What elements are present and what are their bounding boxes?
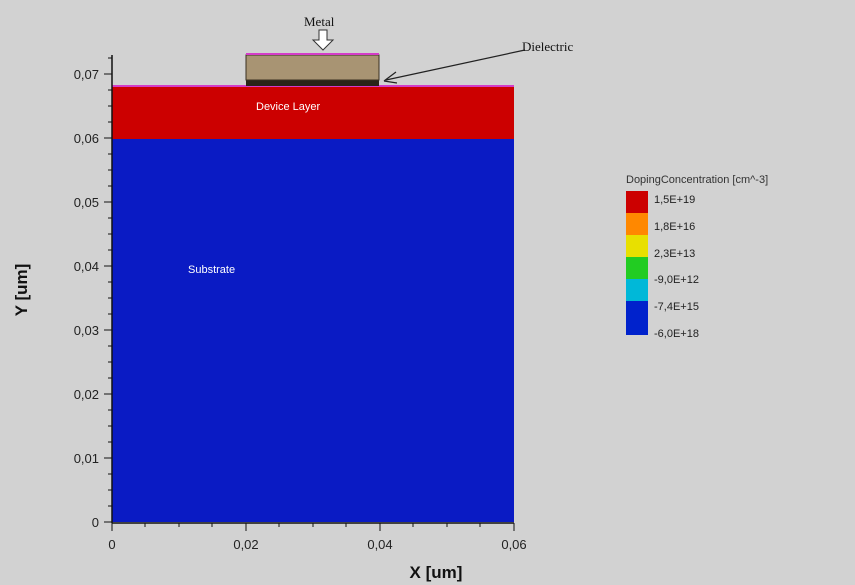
metal-arrow-icon bbox=[311, 29, 335, 51]
legend-tick-label: -6,0E+18 bbox=[654, 328, 699, 340]
legend-swatch-6 bbox=[626, 301, 648, 335]
dielectric-region bbox=[246, 80, 379, 86]
legend-swatch-1 bbox=[626, 191, 648, 213]
doping-legend: DopingConcentration [cm^-3] 1,5E+19 1,8E… bbox=[626, 174, 768, 340]
y-tick-label: 0,02 bbox=[74, 387, 99, 402]
legend-tick-label: 2,3E+13 bbox=[654, 248, 695, 260]
dielectric-arrow-head-icon bbox=[383, 71, 398, 84]
substrate-region bbox=[112, 139, 514, 522]
y-axis-title: Y [um] bbox=[12, 264, 31, 317]
y-tick-label: 0,04 bbox=[74, 259, 99, 274]
x-tick-label: 0,02 bbox=[233, 537, 258, 552]
x-axis-title: X [um] bbox=[410, 563, 463, 582]
legend-tick-label: -9,0E+12 bbox=[654, 274, 699, 286]
device-layer-label: Device Layer bbox=[256, 101, 321, 113]
legend-swatch-2 bbox=[626, 213, 648, 235]
dielectric-arrow-line bbox=[385, 49, 526, 81]
x-minor-ticks bbox=[144, 523, 481, 527]
legend-swatch-4 bbox=[626, 257, 648, 279]
metal-annotation: Metal bbox=[304, 14, 335, 29]
legend-tick-label: 1,8E+16 bbox=[654, 221, 695, 233]
y-tick-label: 0,06 bbox=[74, 131, 99, 146]
y-tick-labels: 0 0,01 0,02 0,03 0,04 0,05 0,06 0,07 bbox=[74, 67, 99, 530]
y-tick-label: 0,03 bbox=[74, 323, 99, 338]
y-tick-label: 0 bbox=[92, 515, 99, 530]
substrate-label: Substrate bbox=[188, 264, 235, 276]
legend-tick-label: 1,5E+19 bbox=[654, 194, 695, 206]
legend-title: DopingConcentration [cm^-3] bbox=[626, 174, 768, 186]
y-minor-ticks bbox=[108, 57, 112, 507]
legend-tick-label: -7,4E+15 bbox=[654, 301, 699, 313]
device-layer-region bbox=[112, 87, 514, 139]
metal-region bbox=[245, 54, 380, 81]
x-ticks bbox=[111, 523, 515, 531]
legend-swatch-3 bbox=[626, 235, 648, 257]
legend-swatch-5 bbox=[626, 279, 648, 301]
y-tick-label: 0,01 bbox=[74, 451, 99, 466]
x-tick-label: 0,04 bbox=[367, 537, 392, 552]
x-tick-label: 0,06 bbox=[501, 537, 526, 552]
y-tick-label: 0,05 bbox=[74, 195, 99, 210]
dielectric-annotation: Dielectric bbox=[522, 39, 573, 54]
y-tick-label: 0,07 bbox=[74, 67, 99, 82]
y-ticks bbox=[104, 73, 112, 523]
x-tick-label: 0 bbox=[108, 537, 115, 552]
x-tick-labels: 0 0,02 0,04 0,06 bbox=[108, 537, 526, 552]
